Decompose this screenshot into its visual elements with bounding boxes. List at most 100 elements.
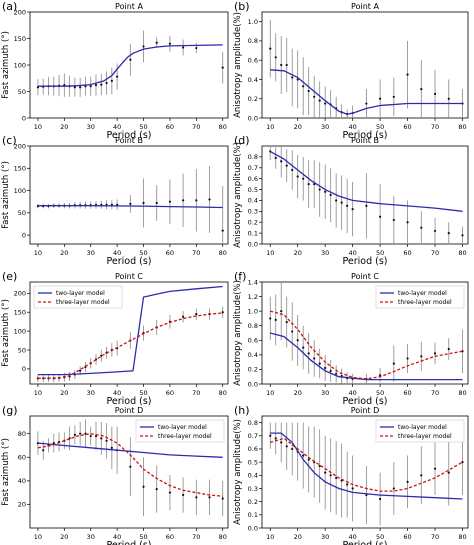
plot-data	[269, 19, 464, 118]
y-tick-label: 1.0	[248, 307, 258, 315]
y-tick-label: 0.4	[248, 472, 258, 480]
data-point	[168, 42, 172, 45]
data-point	[433, 229, 437, 233]
legend-entry: three-layer model	[398, 299, 452, 306]
x-axis-label: Period (s)	[342, 256, 387, 267]
data-point	[420, 355, 423, 358]
y-tick-label: 0.4	[248, 76, 258, 84]
data-point	[168, 491, 172, 494]
y-tick-label: 0.5	[248, 186, 258, 194]
x-tick-label: 50	[376, 389, 384, 397]
y-axis-label: Fast azimuth (°)	[1, 438, 11, 506]
data-point	[291, 447, 294, 451]
data-point	[110, 446, 113, 449]
legend-entry: two-layer model	[158, 424, 207, 431]
x-tick-label: 70	[192, 249, 200, 257]
three-layer-model-line	[37, 312, 223, 379]
legend: two-layer model three-layer model	[375, 419, 465, 443]
data-point	[269, 317, 272, 320]
data-point	[195, 199, 198, 202]
y-tick-label: 1.4	[248, 278, 258, 286]
y-axis-label: Anisotropy amplitude(%)	[233, 142, 243, 248]
data-point	[296, 78, 299, 81]
x-tick-label: 80	[219, 533, 227, 541]
data-point	[280, 63, 283, 67]
y-tick-label: 200	[14, 290, 26, 298]
data-point	[89, 85, 92, 88]
data-point	[269, 434, 272, 437]
x-axis-label: Period (s)	[342, 130, 387, 141]
data-point	[182, 199, 185, 202]
data-point	[406, 357, 409, 360]
x-tick-label: 40	[113, 533, 121, 541]
data-point	[274, 437, 277, 440]
plot-frame	[261, 281, 469, 385]
y-tick-label: 0.2	[248, 219, 258, 227]
data-point	[340, 201, 343, 204]
plot-frame	[29, 11, 229, 119]
panel-c: 10 20 30 40 50 60 70 80 0 50 100 150 200(c) Point B Pe…	[1, 134, 229, 267]
x-tick-label: 30	[87, 249, 95, 257]
data-point	[221, 66, 224, 69]
data-point	[433, 92, 437, 96]
data-point	[221, 311, 224, 314]
data-point	[406, 221, 409, 224]
data-point	[291, 168, 294, 172]
x-tick-label: 20	[294, 389, 302, 397]
data-point	[208, 198, 211, 201]
y-tick-label: 100	[14, 187, 26, 195]
x-tick-label: 60	[166, 123, 174, 131]
y-tick-label: 0	[22, 114, 26, 122]
chart-title: Point B	[351, 136, 379, 145]
x-tick-label: 50	[139, 123, 147, 131]
plot-frame	[29, 415, 229, 529]
data-point	[285, 164, 288, 167]
x-tick-label: 50	[139, 533, 147, 541]
x-tick-label: 70	[192, 389, 200, 397]
x-tick-label: 50	[376, 533, 384, 541]
data-point	[365, 204, 368, 207]
data-point	[79, 369, 82, 372]
x-tick-label: 40	[348, 389, 356, 397]
x-tick-label: 60	[403, 389, 411, 397]
data-point	[42, 449, 45, 452]
chart-title: Point A	[115, 2, 143, 11]
legend-box	[375, 419, 465, 443]
data-point	[280, 310, 283, 313]
data-point	[307, 458, 310, 461]
data-point	[406, 480, 409, 483]
plot-data	[269, 422, 464, 526]
x-tick-label: 60	[166, 249, 174, 257]
data-point	[335, 372, 338, 375]
data-point	[274, 156, 277, 160]
plot-data	[36, 166, 224, 244]
chart-title: Point C	[115, 272, 143, 281]
y-tick-label: 0.4	[248, 197, 258, 205]
y-tick-label: 200	[14, 8, 26, 16]
x-tick-label: 10	[266, 389, 274, 397]
data-point	[285, 320, 288, 324]
x-tick-label: 70	[431, 389, 439, 397]
data-point	[392, 95, 395, 98]
data-point	[313, 95, 316, 98]
data-point	[73, 433, 76, 436]
two-layer-model-line	[270, 69, 463, 115]
three-layer-model-line	[270, 310, 463, 380]
y-tick-label: 0.6	[248, 56, 258, 64]
panel-f: 10 20 30 40 50 60 70 80 0.0 0.2 0.4 0.6 0.8 1.0 1.2 1.4…	[233, 270, 469, 407]
x-tick-label: 60	[403, 249, 411, 257]
x-tick-label: 80	[458, 533, 466, 541]
data-point	[302, 454, 305, 457]
data-point	[94, 84, 98, 87]
y-tick-label: 0.1	[248, 511, 258, 519]
data-point	[129, 202, 132, 206]
panel-b: 10 20 30 40 50 60 70 80 0.0 0.2 0.4 0.6 0.8 1.0 (b) Poi…	[233, 0, 469, 141]
x-tick-label: 20	[60, 123, 68, 131]
data-point	[105, 81, 108, 85]
plot-data	[36, 30, 224, 97]
y-tick-label: 0.2	[248, 498, 258, 506]
data-point	[195, 313, 198, 316]
panel-label: (f)	[234, 270, 246, 283]
data-point	[110, 79, 113, 82]
data-point	[182, 493, 185, 497]
